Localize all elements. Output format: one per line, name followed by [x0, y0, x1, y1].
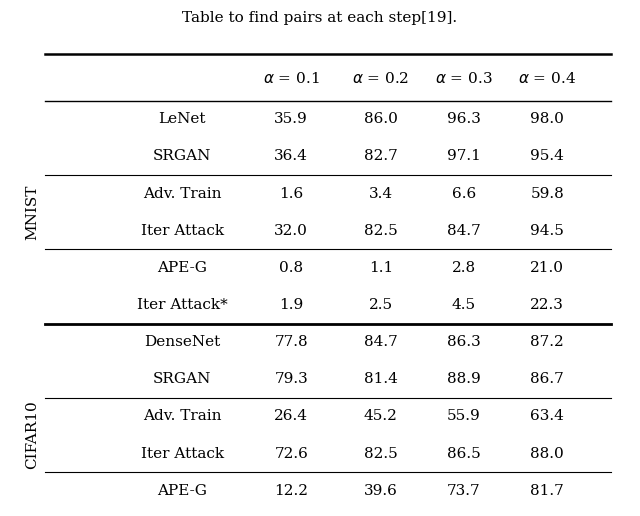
Text: 32.0: 32.0 — [275, 223, 308, 238]
Text: 82.5: 82.5 — [364, 223, 397, 238]
Text: 84.7: 84.7 — [447, 223, 481, 238]
Text: 0.8: 0.8 — [279, 261, 303, 275]
Text: 94.5: 94.5 — [531, 223, 564, 238]
Text: 3.4: 3.4 — [369, 186, 393, 201]
Text: 63.4: 63.4 — [531, 409, 564, 424]
Text: 98.0: 98.0 — [531, 112, 564, 126]
Text: 2.8: 2.8 — [452, 261, 476, 275]
Text: 55.9: 55.9 — [447, 409, 481, 424]
Text: 12.2: 12.2 — [274, 483, 308, 498]
Text: 96.3: 96.3 — [447, 112, 481, 126]
Text: 86.0: 86.0 — [364, 112, 397, 126]
Text: 88.9: 88.9 — [447, 372, 481, 386]
Text: 88.0: 88.0 — [531, 446, 564, 461]
Text: $\alpha$ = 0.1: $\alpha$ = 0.1 — [263, 71, 319, 86]
Text: 82.5: 82.5 — [364, 446, 397, 461]
Text: 72.6: 72.6 — [275, 446, 308, 461]
Text: 22.3: 22.3 — [531, 298, 564, 312]
Text: 21.0: 21.0 — [530, 261, 564, 275]
Text: 79.3: 79.3 — [275, 372, 308, 386]
Text: 97.1: 97.1 — [447, 149, 481, 164]
Text: 86.5: 86.5 — [447, 446, 481, 461]
Text: MNIST: MNIST — [25, 184, 39, 240]
Text: $\alpha$ = 0.4: $\alpha$ = 0.4 — [518, 71, 576, 86]
Text: 59.8: 59.8 — [531, 186, 564, 201]
Text: LeNet: LeNet — [159, 112, 206, 126]
Text: 35.9: 35.9 — [275, 112, 308, 126]
Text: 4.5: 4.5 — [452, 298, 476, 312]
Text: 86.3: 86.3 — [447, 335, 481, 349]
Text: APE-G: APE-G — [157, 483, 207, 498]
Text: 39.6: 39.6 — [364, 483, 397, 498]
Text: 82.7: 82.7 — [364, 149, 397, 164]
Text: DenseNet: DenseNet — [144, 335, 221, 349]
Text: SRGAN: SRGAN — [153, 372, 212, 386]
Text: 87.2: 87.2 — [531, 335, 564, 349]
Text: 77.8: 77.8 — [275, 335, 308, 349]
Text: $\alpha$ = 0.3: $\alpha$ = 0.3 — [435, 71, 493, 86]
Text: 45.2: 45.2 — [364, 409, 397, 424]
Text: 86.7: 86.7 — [531, 372, 564, 386]
Text: APE-G: APE-G — [157, 261, 207, 275]
Text: 81.7: 81.7 — [531, 483, 564, 498]
Text: 84.7: 84.7 — [364, 335, 397, 349]
Text: 26.4: 26.4 — [274, 409, 308, 424]
Text: CIFAR10: CIFAR10 — [25, 400, 39, 470]
Text: 2.5: 2.5 — [369, 298, 393, 312]
Text: Table to find pairs at each step[19].: Table to find pairs at each step[19]. — [182, 11, 458, 25]
Text: 1.9: 1.9 — [279, 298, 303, 312]
Text: 73.7: 73.7 — [447, 483, 481, 498]
Text: Iter Attack: Iter Attack — [141, 446, 224, 461]
Text: 1.6: 1.6 — [279, 186, 303, 201]
Text: 1.1: 1.1 — [369, 261, 393, 275]
Text: 81.4: 81.4 — [364, 372, 397, 386]
Text: $\alpha$ = 0.2: $\alpha$ = 0.2 — [353, 71, 409, 86]
Text: Iter Attack: Iter Attack — [141, 223, 224, 238]
Text: Adv. Train: Adv. Train — [143, 186, 221, 201]
Text: Iter Attack*: Iter Attack* — [137, 298, 228, 312]
Text: 36.4: 36.4 — [275, 149, 308, 164]
Text: Adv. Train: Adv. Train — [143, 409, 221, 424]
Text: 6.6: 6.6 — [452, 186, 476, 201]
Text: 95.4: 95.4 — [531, 149, 564, 164]
Text: SRGAN: SRGAN — [153, 149, 212, 164]
